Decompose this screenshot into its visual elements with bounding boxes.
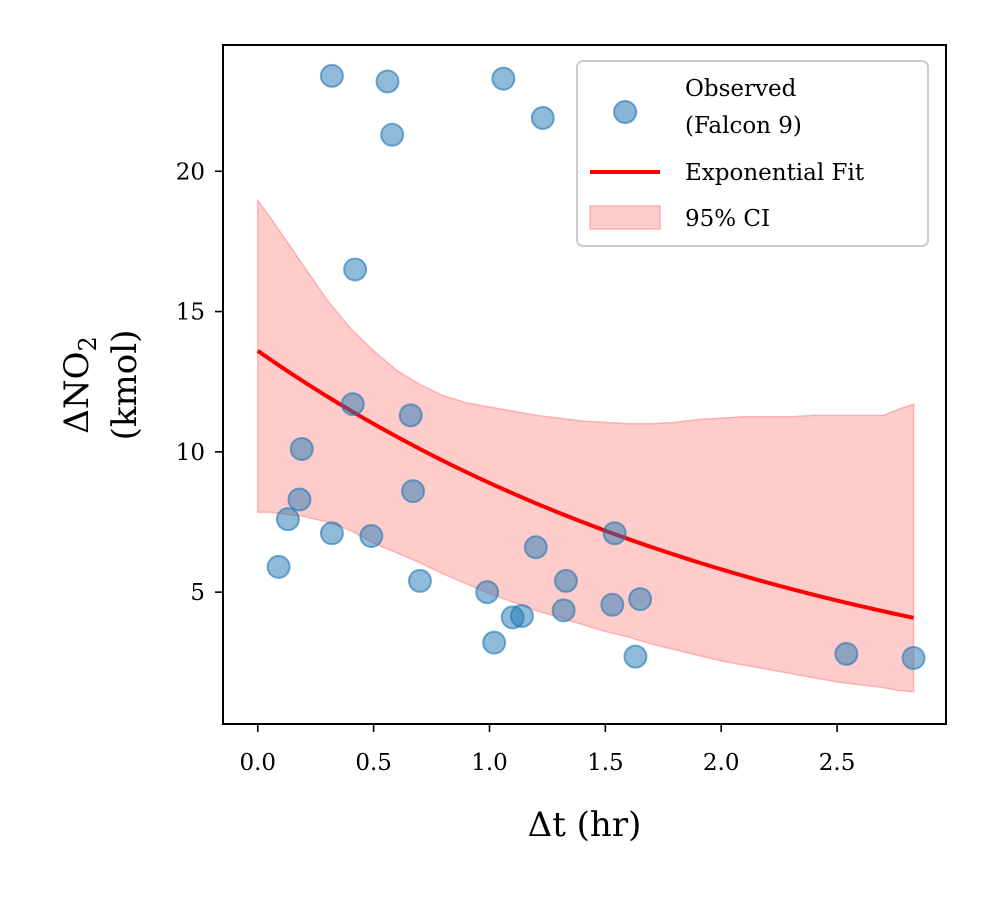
data-point-14 — [359, 524, 384, 549]
data-point-18 — [407, 568, 432, 593]
data-point-9 — [289, 437, 314, 462]
y-axis-label-main: ΔNO — [57, 352, 97, 434]
data-point-8 — [398, 403, 423, 428]
data-point-5 — [380, 122, 405, 147]
data-point-29 — [901, 646, 926, 671]
data-point-2 — [491, 66, 516, 91]
legend-fit-label: Exponential Fit — [685, 160, 865, 186]
x-tick-label-0: 0.0 — [239, 750, 276, 776]
x-axis-label: Δt (hr) — [528, 805, 642, 845]
data-point-19 — [553, 568, 578, 593]
data-point-6 — [343, 257, 368, 282]
exponential-fit-line — [256, 349, 914, 620]
data-point-15 — [602, 521, 627, 546]
data-point-16 — [523, 535, 548, 560]
data-point-0 — [319, 63, 344, 88]
legend-ci-swatch — [589, 205, 661, 230]
data-point-21 — [628, 587, 653, 612]
x-tick-label-4: 2.0 — [703, 750, 740, 776]
data-point-23 — [551, 598, 576, 623]
y-tick-label-3: 20 — [176, 159, 205, 185]
x-tick-label-1: 0.5 — [355, 750, 392, 776]
legend-observed-label-line2: (Falcon 9) — [685, 113, 802, 139]
legend-ci-label: 95% CI — [685, 206, 770, 232]
x-tick-label-5: 2.5 — [819, 750, 856, 776]
axes-frame — [222, 44, 947, 725]
data-point-3 — [530, 105, 555, 130]
y-axis-label-line1: ΔNO2 — [57, 336, 102, 433]
data-point-12 — [275, 507, 300, 532]
plot-area — [256, 63, 926, 693]
y-tick-label-0: 5 — [190, 580, 205, 606]
y-axis-label-line2: (kmol) — [105, 330, 145, 441]
data-point-22 — [600, 592, 625, 617]
data-point-13 — [319, 521, 344, 546]
data-point-20 — [475, 580, 500, 605]
data-point-26 — [482, 630, 507, 655]
legend-observed-marker — [613, 100, 637, 124]
x-tick-label-3: 1.5 — [587, 750, 624, 776]
legend-box — [576, 60, 929, 247]
data-point-17 — [266, 554, 291, 579]
y-axis-label: ΔNO2 (kmol) — [57, 330, 145, 441]
data-point-11 — [287, 487, 312, 512]
data-point-25 — [509, 603, 534, 628]
data-point-10 — [401, 479, 426, 504]
y-tick-label-2: 15 — [176, 300, 205, 326]
data-point-28 — [834, 641, 859, 666]
y-tick-label-1: 10 — [176, 440, 205, 466]
data-point-7 — [340, 392, 365, 417]
x-tick-label-2: 1.0 — [471, 750, 508, 776]
legend-observed-label-line1: Observed — [685, 76, 797, 102]
data-point-27 — [623, 644, 648, 669]
y-axis-label-subscript: 2 — [74, 336, 102, 351]
data-point-1 — [375, 69, 400, 94]
ci-band — [257, 198, 915, 693]
